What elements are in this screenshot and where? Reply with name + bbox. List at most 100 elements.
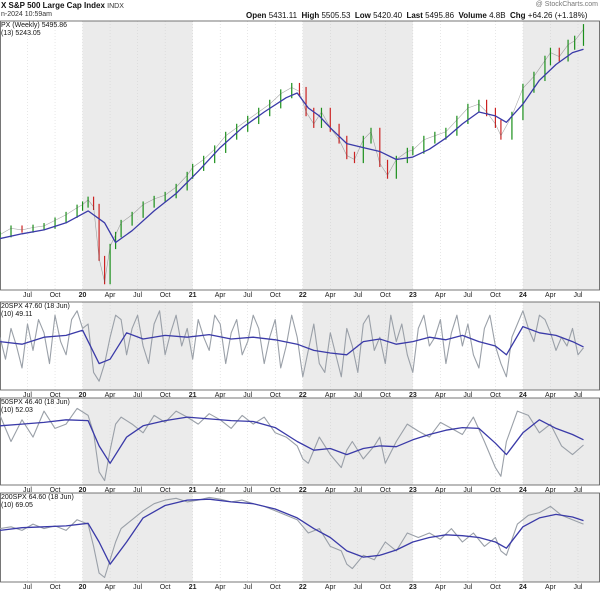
x-tick-label: Jul xyxy=(133,392,142,399)
ma-line-price xyxy=(0,48,584,244)
x-tick-label: Apr xyxy=(325,392,337,399)
x-tick-label: Apr xyxy=(325,292,337,299)
x-tick-label: 21 xyxy=(189,292,197,299)
price-line xyxy=(0,29,584,283)
x-tick-label: Apr xyxy=(105,392,117,399)
x-tick-label: Jul xyxy=(133,584,142,591)
x-tick-label: Jul xyxy=(23,292,32,299)
x-tick-label: Oct xyxy=(270,292,281,299)
x-tick-label: Oct xyxy=(50,392,61,399)
p20-ma-legend: (10) 49.11 xyxy=(1,311,33,318)
osc-line-p20 xyxy=(0,310,584,382)
x-tick-label: 21 xyxy=(189,487,197,494)
x-tick-label: Oct xyxy=(160,292,171,299)
x-tick-label: Jul xyxy=(574,292,583,299)
shade-p50-2 xyxy=(522,398,600,485)
ma-line-p50 xyxy=(0,416,584,464)
x-tick-label: Oct xyxy=(270,584,281,591)
p20-panel-label: 20SPX 47.60 (18 Jun) (10) 49.11 xyxy=(1,303,70,319)
x-tick-label: Apr xyxy=(325,584,337,591)
volume-label: Volume xyxy=(458,11,487,20)
x-tick-label: Jul xyxy=(23,487,32,494)
last-value: 5495.86 xyxy=(425,11,455,20)
osc-line-p50 xyxy=(0,407,584,482)
x-tick-label: Apr xyxy=(215,392,227,399)
x-tick-label: Apr xyxy=(545,292,557,299)
x-tick-label: Apr xyxy=(545,392,557,399)
x-tick-label: Apr xyxy=(545,584,557,591)
x-tick-label: Jul xyxy=(574,487,583,494)
x-tick-label: Oct xyxy=(270,392,281,399)
x-tick-label: 20 xyxy=(79,292,87,299)
shade-p20-2 xyxy=(522,302,600,390)
open-value: 5431.11 xyxy=(268,11,298,20)
low-label: Low xyxy=(354,11,371,20)
chart-title: X S&P 500 Large Cap Index xyxy=(1,1,105,10)
x-tick-label: Oct xyxy=(380,487,391,494)
high-value: 5505.53 xyxy=(321,11,351,20)
x-tick-label: 23 xyxy=(409,392,417,399)
ma-line-p20 xyxy=(0,325,584,365)
chg-label: Chg xyxy=(510,11,526,20)
shade-price-2 xyxy=(522,21,600,290)
x-tick-label: Oct xyxy=(490,392,501,399)
x-tick-label: Jul xyxy=(463,292,472,299)
ma-line-p200 xyxy=(0,498,584,565)
x-tick-label: Oct xyxy=(50,292,61,299)
x-tick-label: Jul xyxy=(574,392,583,399)
x-tick-label: Jul xyxy=(463,487,472,494)
p50-ma-legend: (10) 52.03 xyxy=(1,407,33,414)
x-tick-label: Oct xyxy=(160,584,171,591)
x-tick-label: Apr xyxy=(545,487,557,494)
open-label: Open xyxy=(246,11,267,20)
x-tick-label: 20 xyxy=(79,392,87,399)
x-tick-label: Jul xyxy=(353,584,362,591)
x-tick-label: Oct xyxy=(490,487,501,494)
x-tick-label: Jul xyxy=(133,487,142,494)
high-label: High xyxy=(301,11,320,20)
chg-value: +64.26 (+1.18%) xyxy=(527,11,588,20)
p50-legend: 50SPX 46.40 (18 Jun) xyxy=(1,399,70,406)
x-tick-label: 22 xyxy=(299,584,307,591)
x-tick-label: 21 xyxy=(189,392,197,399)
x-tick-label: Jul xyxy=(133,292,142,299)
price-panel-label: PX (Weekly) 5495.86 (13) 5243.05 xyxy=(1,22,67,38)
x-tick-label: Jul xyxy=(243,392,252,399)
stats-bar: Open 5431.11 High 5505.53 Low 5420.40 La… xyxy=(246,11,587,20)
x-tick-label: Jul xyxy=(243,487,252,494)
x-tick-label: 20 xyxy=(79,584,87,591)
x-tick-label: Apr xyxy=(215,584,227,591)
x-tick-label: 21 xyxy=(189,584,197,591)
volume-value: 4.8B xyxy=(489,11,506,20)
x-tick-label: Apr xyxy=(435,487,447,494)
x-tick-label: 22 xyxy=(299,487,307,494)
chart-date: n-2024 10:59am xyxy=(1,11,52,18)
p200-legend: 200SPX 64.60 (18 Jun) xyxy=(1,494,74,501)
price-ma-legend: (13) 5243.05 xyxy=(1,30,41,37)
p200-ma-legend: (10) 69.05 xyxy=(1,502,33,509)
price-legend: PX (Weekly) 5495.86 xyxy=(1,22,68,29)
x-tick-label: Jul xyxy=(353,487,362,494)
x-tick-label: 24 xyxy=(519,292,527,299)
x-tick-label: 20 xyxy=(79,487,87,494)
x-tick-label: Apr xyxy=(435,584,447,591)
shade-p200-1 xyxy=(302,493,413,582)
chart-header: X S&P 500 Large Cap Index INDX xyxy=(1,1,124,11)
x-tick-label: 22 xyxy=(299,292,307,299)
x-tick-label: Apr xyxy=(105,292,117,299)
x-tick-label: Oct xyxy=(490,584,501,591)
low-value: 5420.40 xyxy=(373,11,403,20)
x-tick-label: Jul xyxy=(23,392,32,399)
x-tick-label: Jul xyxy=(574,584,583,591)
x-tick-label: Apr xyxy=(105,487,117,494)
x-tick-label: Oct xyxy=(490,292,501,299)
shade-price-0 xyxy=(82,21,193,290)
shade-p200-2 xyxy=(522,493,600,582)
x-tick-label: Apr xyxy=(435,392,447,399)
x-tick-label: Oct xyxy=(380,292,391,299)
x-tick-label: Jul xyxy=(353,392,362,399)
x-tick-label: Oct xyxy=(270,487,281,494)
x-tick-label: 23 xyxy=(409,292,417,299)
p20-legend: 20SPX 47.60 (18 Jun) xyxy=(1,303,70,310)
